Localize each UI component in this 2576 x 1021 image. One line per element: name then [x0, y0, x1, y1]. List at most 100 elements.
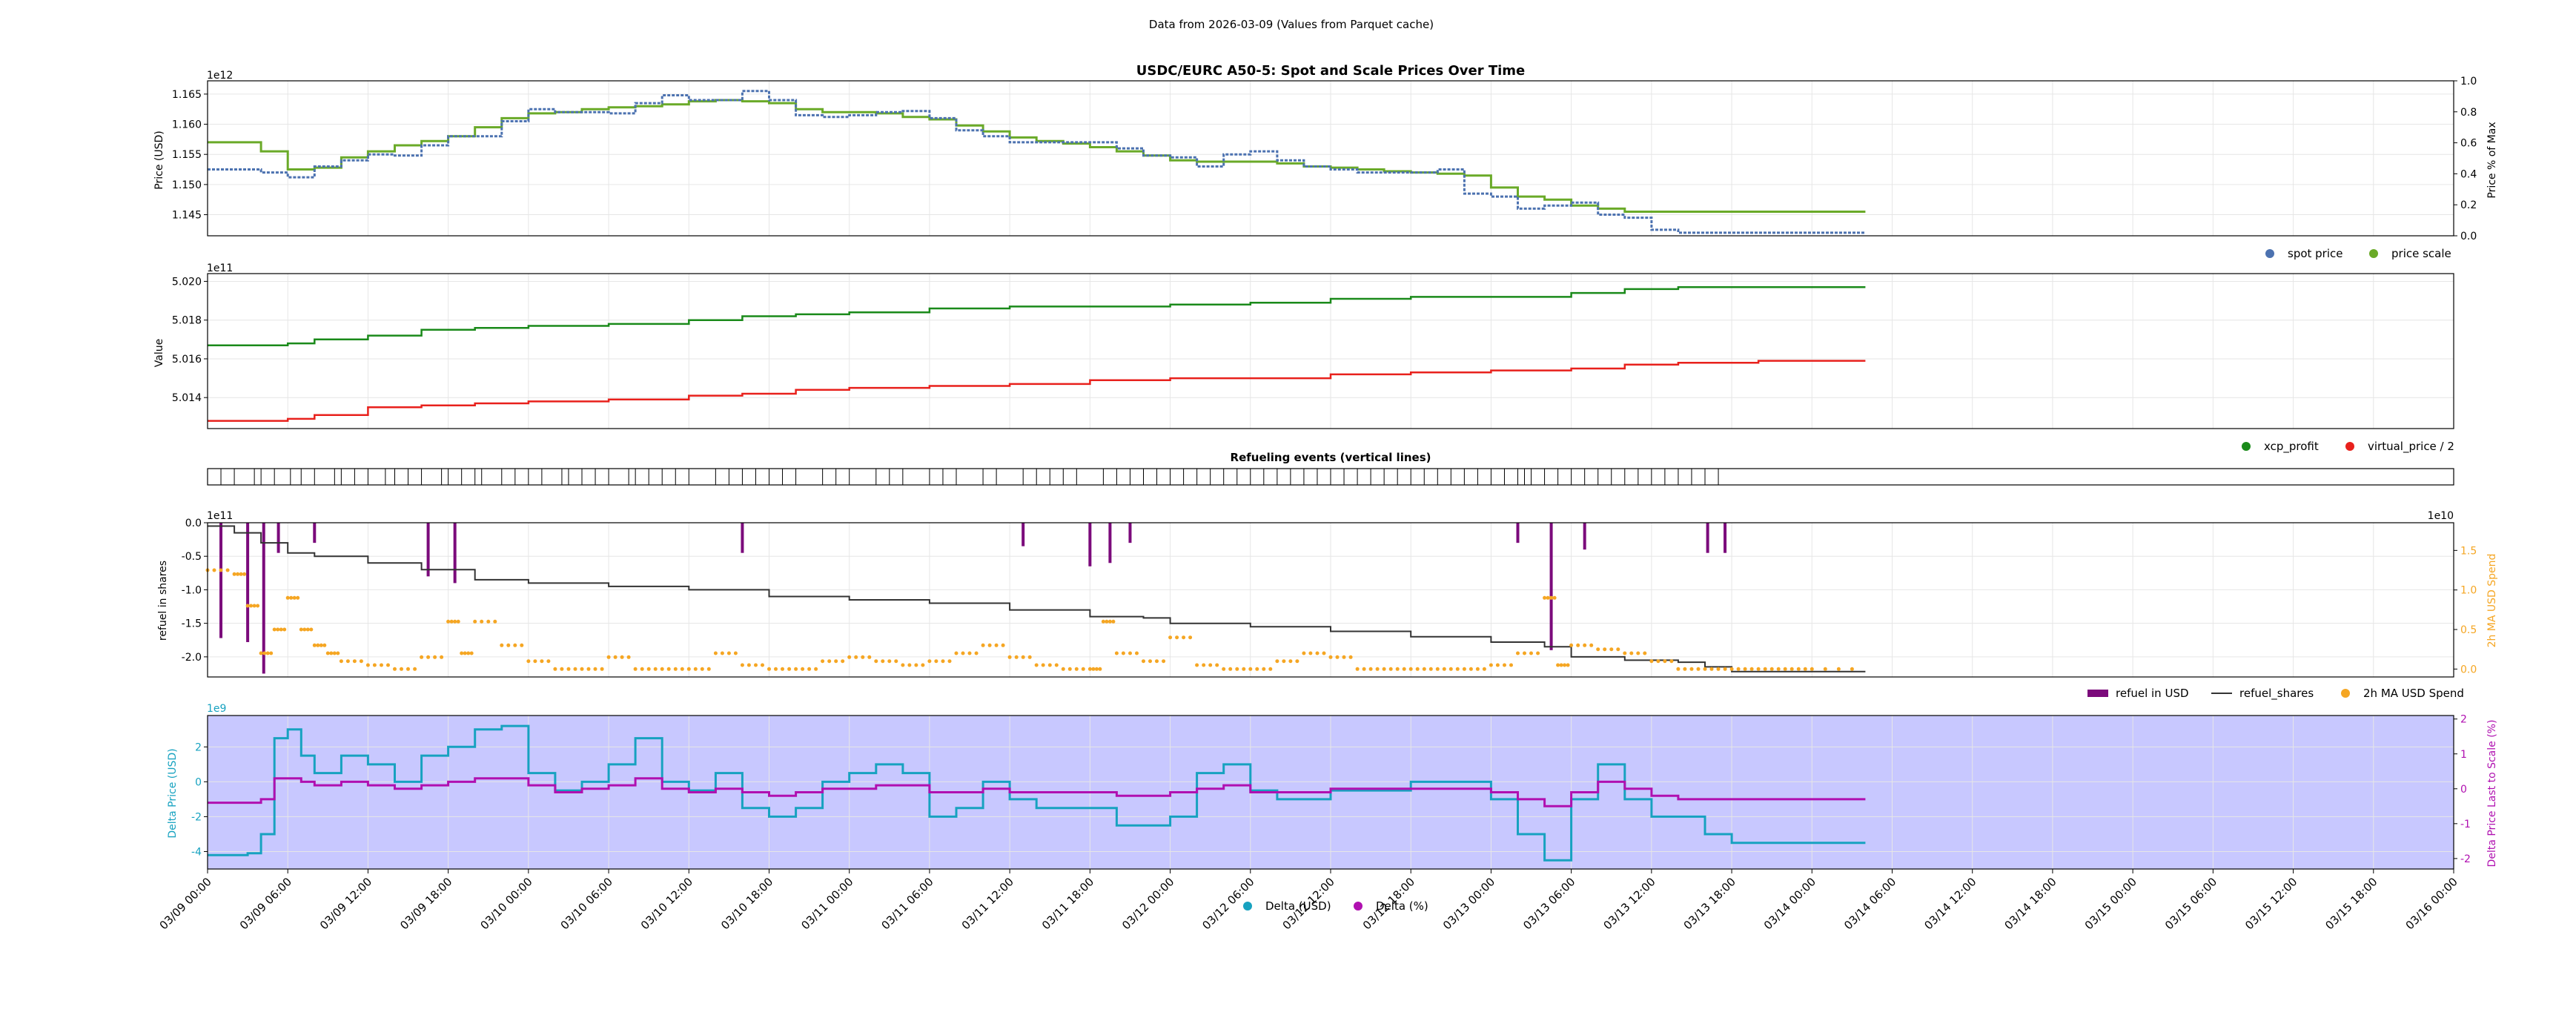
ma-usd-spend-point [706, 667, 711, 671]
series-xcp-profit [208, 286, 1866, 346]
ma-usd-spend-point [606, 655, 611, 659]
panel4-offset-label: 1e11 [207, 510, 233, 522]
ma-usd-spend-point [1589, 643, 1594, 647]
ma-usd-spend-point [861, 655, 865, 659]
ma-usd-spend-point [1776, 667, 1781, 671]
ma-usd-spend-point [546, 659, 551, 664]
series-virtual-price [208, 360, 1866, 422]
ma-usd-spend-point [513, 643, 517, 647]
ma-usd-spend-point [1503, 663, 1506, 667]
ma-usd-spend-point [1435, 667, 1440, 671]
x-tick-label: 03/14 18:00 [2002, 875, 2059, 932]
refuel-bar [246, 523, 250, 642]
ma-usd-spend-point [413, 667, 417, 671]
ma-usd-spend-point [834, 659, 838, 664]
ma-usd-spend-point [1268, 667, 1273, 671]
ma-usd-spend-point [586, 667, 591, 671]
ma-usd-spend-point [1228, 667, 1233, 671]
ma-usd-spend-point [469, 651, 474, 655]
ma-usd-spend-point [1155, 659, 1159, 664]
x-tick-label: 03/11 00:00 [798, 875, 855, 932]
y2-tick-label: -2 [2460, 853, 2471, 865]
x-tick-label: 03/11 12:00 [959, 875, 1016, 932]
ma-usd-spend-point [1689, 667, 1694, 671]
ma-usd-spend-point [1749, 667, 1754, 671]
ma-usd-spend-point [272, 627, 277, 632]
legend-label: Delta (USD) [1265, 899, 1331, 913]
ma-usd-spend-point [553, 667, 557, 671]
ma-usd-spend-point [312, 643, 317, 647]
ma-usd-spend-point [1034, 663, 1039, 667]
y2-tick-label: 1.0 [2460, 585, 2477, 597]
ma-usd-spend-point [309, 627, 314, 632]
ma-usd-spend-point [1335, 655, 1340, 659]
legend-marker [2369, 249, 2378, 258]
ma-usd-spend-point [322, 643, 327, 647]
y-tick-label: 5.020 [172, 276, 202, 288]
ma-usd-spend-point [1743, 667, 1747, 671]
ma-usd-spend-point [1014, 655, 1019, 659]
ma-usd-spend-point [1395, 667, 1400, 671]
panel1-ylabel: Price (USD) [153, 130, 165, 189]
ma-usd-spend-point [1469, 667, 1473, 671]
ma-usd-spend-point [666, 667, 671, 671]
ma-usd-spend-point [733, 651, 738, 655]
panel1-offset-label: 1e12 [207, 70, 233, 82]
ma-usd-spend-point [1067, 667, 1072, 671]
ma-usd-spend-point [1552, 595, 1557, 600]
ma-usd-spend-point [580, 667, 584, 671]
ma-usd-spend-point [740, 663, 744, 667]
figure-suptitle: Data from 2026-03-09 (Values from Parque… [1149, 18, 1434, 31]
ma-usd-spend-point [967, 651, 972, 655]
ma-usd-spend-point [907, 663, 912, 667]
legend-marker [1243, 902, 1252, 911]
ma-usd-spend-point [232, 572, 236, 576]
legend-label: refuel in USD [2116, 687, 2189, 700]
ma-usd-spend-point [566, 667, 571, 671]
ma-usd-spend-point [460, 651, 464, 655]
ma-usd-spend-point [440, 655, 444, 659]
ma-usd-spend-point [1583, 643, 1587, 647]
panel2-offset-label: 1e11 [207, 262, 233, 274]
ma-usd-spend-point [269, 651, 274, 655]
y2-tick-label: 1.5 [2460, 545, 2477, 557]
ma-usd-spend-point [767, 667, 771, 671]
ma-usd-spend-point [1756, 667, 1761, 671]
refuel-bar [219, 523, 223, 638]
ma-usd-spend-point [466, 651, 471, 655]
ma-usd-spend-point [1495, 663, 1500, 667]
x-tick-label: 03/11 06:00 [879, 875, 936, 932]
ma-usd-spend-point [239, 572, 243, 576]
refuel-bar [1516, 523, 1520, 543]
refuel-bar [1022, 523, 1025, 546]
legend-label: price scale [2391, 247, 2451, 260]
ma-usd-spend-point [881, 659, 885, 664]
ma-usd-spend-point [1656, 659, 1661, 664]
ma-usd-spend-point [807, 667, 812, 671]
legend-marker [2341, 689, 2350, 698]
y-tick-label: 1.150 [172, 179, 202, 191]
plot-frame [207, 273, 2454, 429]
ma-usd-spend-point [1669, 659, 1674, 664]
ma-usd-spend-point [242, 572, 247, 576]
x-tick-label: 03/10 00:00 [477, 875, 534, 932]
ma-usd-spend-point [746, 663, 751, 667]
ma-usd-spend-point [1556, 663, 1560, 667]
y-tick-label: 1.145 [172, 210, 202, 222]
ma-usd-spend-point [480, 619, 484, 624]
x-tick-label: 03/11 18:00 [1039, 875, 1096, 932]
ma-usd-spend-point [1729, 667, 1734, 671]
ma-usd-spend-point [1529, 651, 1533, 655]
x-tick-label: 03/14 12:00 [1921, 875, 1979, 932]
ma-usd-spend-point [1235, 667, 1239, 671]
ma-usd-spend-point [1803, 667, 1807, 671]
ma-usd-spend-point [847, 655, 852, 659]
refuel-bar [1108, 523, 1112, 564]
ma-usd-spend-point [1736, 667, 1741, 671]
ma-usd-spend-point [1559, 663, 1563, 667]
ma-usd-spend-point [827, 659, 832, 664]
ma-usd-spend-point [279, 627, 283, 632]
ma-usd-spend-point [265, 651, 270, 655]
ma-usd-spend-point [1162, 659, 1166, 664]
ma-usd-spend-point [1509, 663, 1513, 667]
